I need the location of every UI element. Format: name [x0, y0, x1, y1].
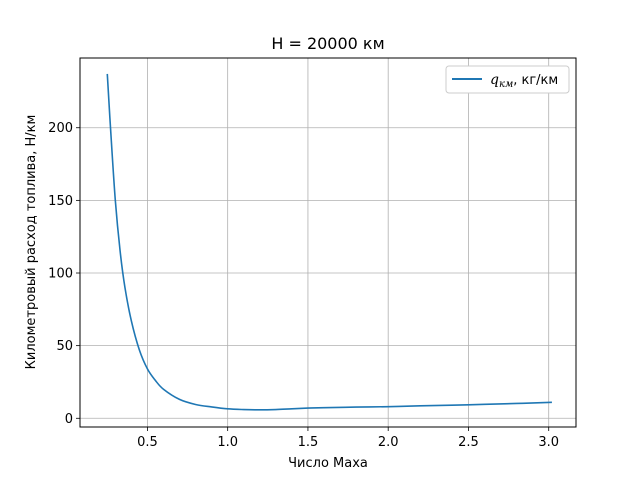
legend-subscript: км — [499, 79, 513, 90]
y-tick-label: 0 — [65, 412, 73, 427]
y-tick-label: 150 — [48, 194, 73, 209]
series-line — [106, 73, 552, 411]
chart-title: H = 20000 км — [271, 34, 384, 53]
legend-symbol: q — [490, 72, 499, 88]
plot-frame — [79, 57, 577, 428]
x-tick-label: 1.5 — [298, 435, 319, 450]
x-tick-label: 2.5 — [458, 435, 479, 450]
legend: qкм, кг/км — [445, 65, 570, 94]
y-tick-label: 50 — [56, 339, 73, 354]
y-tick-label: 200 — [48, 121, 73, 136]
x-axis-label: Число Маха — [288, 456, 368, 471]
y-axis: 0 50 100 150 200 — [48, 121, 80, 427]
legend-entry: qкм, кг/км — [490, 72, 558, 90]
x-tick-label: 2.0 — [378, 435, 399, 450]
y-axis-label: Километровый расход топлива, Н/км — [24, 115, 39, 370]
legend-box — [445, 65, 570, 94]
x-tick-label: 1.0 — [217, 435, 238, 450]
plot-series — [106, 73, 552, 411]
x-tick-label: 3.0 — [538, 435, 559, 450]
legend-suffix: , кг/км — [513, 73, 558, 88]
y-tick-label: 100 — [48, 267, 73, 282]
x-axis: 0.5 1.0 1.5 2.0 2.5 3.0 — [137, 427, 559, 450]
x-tick-label: 0.5 — [137, 435, 158, 450]
grid-lines — [80, 58, 576, 427]
